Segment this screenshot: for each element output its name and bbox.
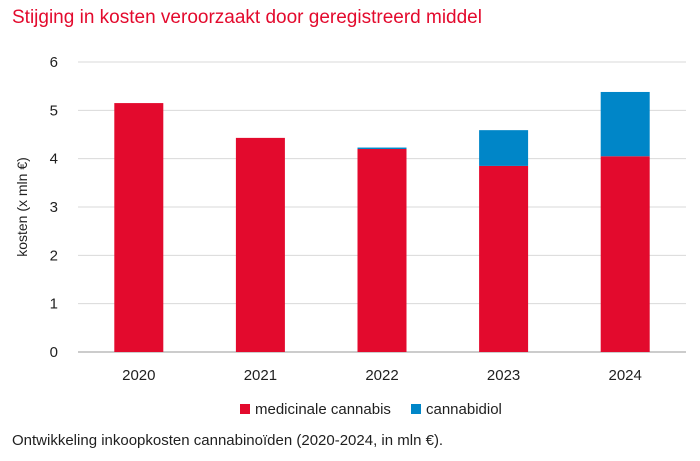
x-axis-ticks: 2020 2021 2022 2023 2024 — [122, 367, 642, 384]
chart-title: Stijging in kosten veroorzaakt door gere… — [12, 7, 482, 28]
legend-label-cannabidiol: cannabidiol — [426, 401, 502, 418]
bar-medicinale-cannabis-2022 — [357, 149, 407, 352]
bar-cannabidiol-2024 — [600, 91, 650, 157]
y-tick-label: 6 — [50, 54, 58, 71]
x-tick-label: 2023 — [487, 367, 520, 384]
y-tick-label: 3 — [50, 199, 58, 216]
y-axis-label: kosten (x mln €) — [14, 157, 30, 257]
bar-medicinale-cannabis-2023 — [479, 165, 529, 352]
y-tick-label: 5 — [50, 102, 58, 119]
legend-swatch-cannabidiol — [411, 404, 421, 414]
bar-cannabidiol-2022 — [357, 147, 407, 149]
bar-medicinale-cannabis-2021 — [235, 137, 285, 352]
legend-swatch-medicinale-cannabis — [240, 404, 250, 414]
y-tick-label: 0 — [50, 344, 58, 361]
bar-medicinale-cannabis-2020 — [114, 103, 164, 352]
legend: medicinale cannabis cannabidiol — [240, 401, 502, 418]
x-tick-label: 2020 — [122, 367, 155, 384]
y-axis-ticks: 0 1 2 3 4 5 6 — [50, 54, 58, 361]
y-tick-label: 1 — [50, 296, 58, 313]
x-tick-label: 2024 — [609, 367, 642, 384]
y-tick-label: 4 — [50, 151, 58, 168]
bar-cannabidiol-2023 — [479, 130, 529, 166]
figure-caption: Ontwikkeling inkoopkosten cannabinoïden … — [12, 432, 444, 449]
x-tick-label: 2022 — [365, 367, 398, 384]
bar-medicinale-cannabis-2024 — [600, 156, 650, 352]
x-tick-label: 2021 — [244, 367, 277, 384]
legend-label-medicinale-cannabis: medicinale cannabis — [255, 401, 391, 418]
bars — [114, 91, 650, 352]
y-tick-label: 2 — [50, 247, 58, 264]
